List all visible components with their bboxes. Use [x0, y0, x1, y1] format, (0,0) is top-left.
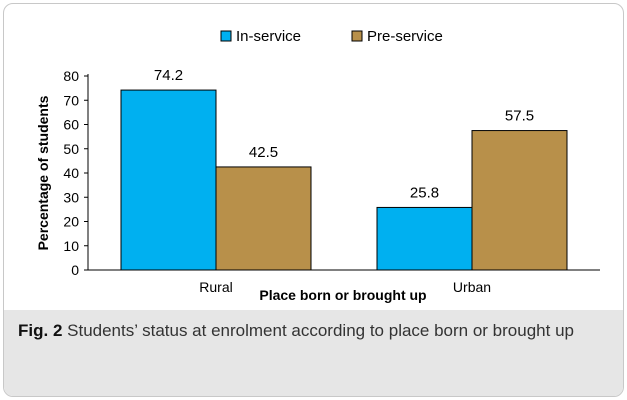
figure-caption: Fig. 2 Students’ status at enrolment acc…: [18, 318, 608, 343]
y-tick-label: 70: [63, 92, 79, 108]
data-labels: 74.2 42.5 25.8 57.5: [154, 67, 534, 201]
data-label: 25.8: [410, 184, 439, 201]
y-tick-label: 20: [63, 214, 79, 230]
legend-label: Pre-service: [367, 28, 443, 45]
bars: [120, 89, 568, 271]
x-tick-label: Urban: [453, 279, 491, 295]
y-tick-label: 60: [63, 117, 79, 133]
legend-swatch: [351, 30, 363, 42]
figure-label: Fig. 2: [18, 321, 63, 340]
legend: In-service Pre-service: [220, 28, 443, 45]
data-label: 74.2: [154, 67, 183, 84]
data-label: 57.5: [505, 108, 534, 125]
figure-caption-text: Students’ status at enrolment according …: [62, 321, 574, 340]
y-axis: 0 10 20 30 40 50 60 70 80: [63, 68, 89, 278]
bar-chart: In-service Pre-service 01020304050607080 …: [35, 28, 600, 303]
x-axis: Rural Urban: [88, 269, 600, 295]
bar-in-service-rural: [120, 89, 217, 271]
y-tick-label: 30: [63, 189, 79, 205]
legend-swatch: [220, 30, 232, 42]
x-axis-label: Place born or brought up: [259, 287, 426, 303]
data-label: 42.5: [249, 144, 278, 161]
y-tick-label: 50: [63, 141, 79, 157]
y-tick-label: 40: [63, 165, 79, 181]
bar-pre-service-rural: [215, 166, 312, 271]
y-axis-label: Percentage of students: [35, 95, 51, 250]
caption-band: [4, 310, 623, 396]
y-tick-label: 10: [63, 238, 79, 254]
y-tick-label: 80: [63, 68, 79, 84]
bar-in-service-urban: [376, 206, 473, 271]
x-tick-label: Rural: [199, 279, 232, 295]
legend-label: In-service: [236, 28, 301, 45]
bar-pre-service-urban: [471, 130, 568, 271]
y-tick-label: 0: [71, 262, 79, 278]
